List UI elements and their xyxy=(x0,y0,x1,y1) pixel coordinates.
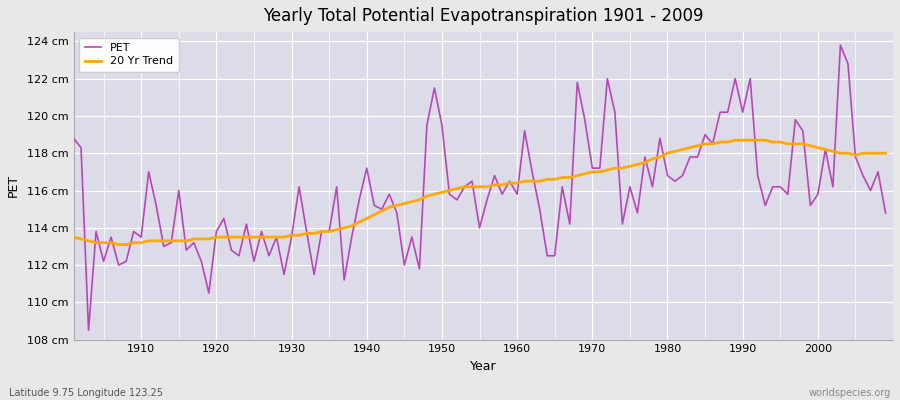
20 Yr Trend xyxy=(346,224,357,228)
PET xyxy=(346,235,357,240)
Title: Yearly Total Potential Evapotranspiration 1901 - 2009: Yearly Total Potential Evapotranspiratio… xyxy=(263,7,704,25)
20 Yr Trend xyxy=(880,151,891,156)
PET xyxy=(136,235,147,240)
PET xyxy=(609,110,620,115)
20 Yr Trend xyxy=(730,138,741,142)
20 Yr Trend xyxy=(302,231,312,236)
Line: PET: PET xyxy=(74,45,886,330)
PET xyxy=(519,128,530,133)
20 Yr Trend xyxy=(609,166,620,170)
20 Yr Trend xyxy=(136,240,147,245)
Y-axis label: PET: PET xyxy=(7,174,20,198)
20 Yr Trend xyxy=(113,242,124,247)
20 Yr Trend xyxy=(68,235,79,240)
PET xyxy=(880,210,891,215)
Text: Latitude 9.75 Longitude 123.25: Latitude 9.75 Longitude 123.25 xyxy=(9,388,163,398)
PET xyxy=(83,328,94,333)
PET xyxy=(68,136,79,141)
PET xyxy=(512,192,523,197)
PET xyxy=(302,229,312,234)
20 Yr Trend xyxy=(512,181,523,186)
Legend: PET, 20 Yr Trend: PET, 20 Yr Trend xyxy=(79,38,179,72)
X-axis label: Year: Year xyxy=(470,360,497,373)
20 Yr Trend xyxy=(519,179,530,184)
PET xyxy=(835,43,846,48)
Text: worldspecies.org: worldspecies.org xyxy=(809,388,891,398)
Line: 20 Yr Trend: 20 Yr Trend xyxy=(74,140,886,244)
